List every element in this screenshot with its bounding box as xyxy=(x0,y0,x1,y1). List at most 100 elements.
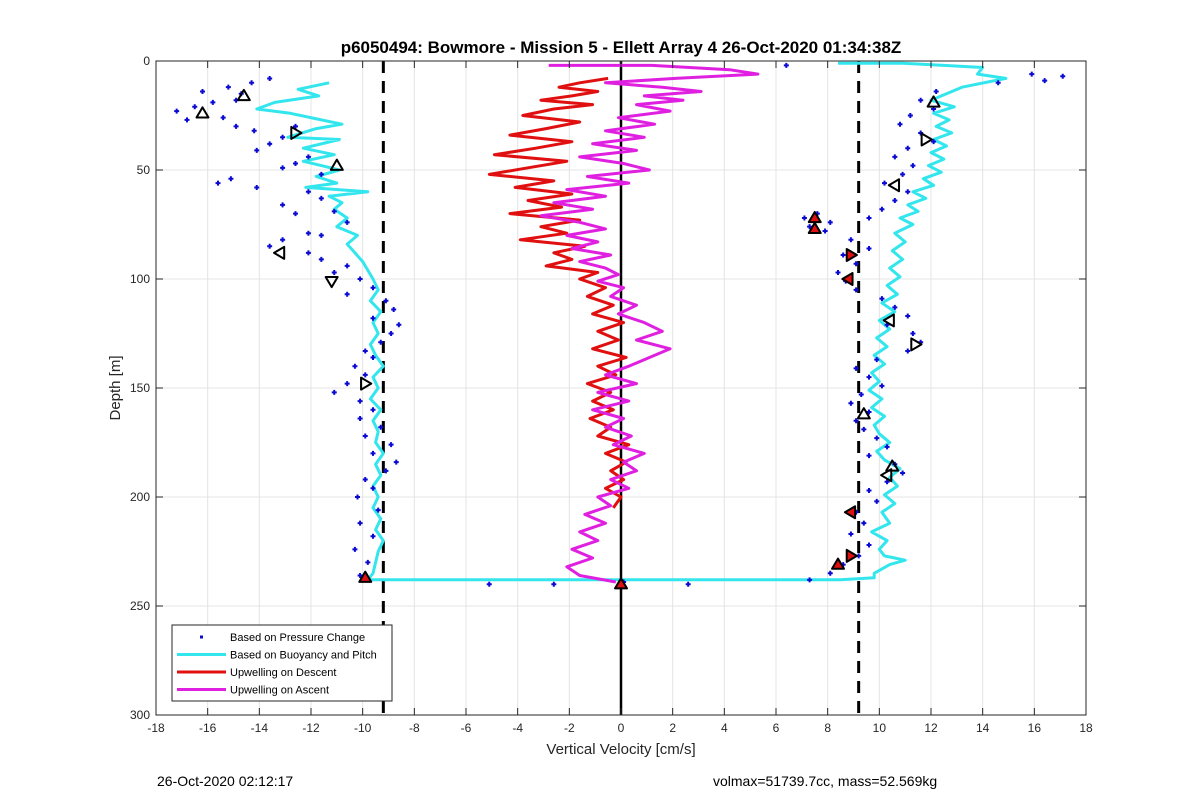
pressure-point xyxy=(200,89,205,95)
pressure-point xyxy=(866,542,872,548)
pressure-point xyxy=(370,285,376,291)
x-tick-label: 10 xyxy=(873,721,887,735)
pressure-point xyxy=(233,123,239,129)
pressure-point xyxy=(174,108,180,114)
marker-layer xyxy=(195,88,941,590)
legend-label: Based on Pressure Change xyxy=(230,632,365,644)
x-tick-label: 0 xyxy=(618,721,625,735)
x-tick-label: -14 xyxy=(251,721,269,735)
pressure-point xyxy=(378,339,384,345)
pressure-point xyxy=(293,123,298,129)
triangle-marker xyxy=(273,245,286,260)
pressure-point xyxy=(318,171,324,177)
pressure-point xyxy=(882,180,887,186)
pressure-point xyxy=(848,400,854,406)
x-tick-label: -18 xyxy=(147,721,165,735)
pressure-point xyxy=(905,348,911,354)
pressure-point xyxy=(685,581,691,587)
pressure-point xyxy=(362,372,368,378)
pressure-point xyxy=(370,533,376,539)
pressure-point xyxy=(215,180,221,186)
pressure-point xyxy=(866,453,872,459)
pressure-point xyxy=(910,163,916,169)
pressure-point xyxy=(884,444,890,450)
pressure-point xyxy=(866,215,872,221)
pressure-point xyxy=(848,237,854,243)
pressure-point xyxy=(853,261,859,267)
pressure-point xyxy=(866,374,872,380)
series-buoyancy-pitch-line xyxy=(255,61,1008,582)
legend: Based on Pressure Change Based on Buoyanc… xyxy=(171,624,393,702)
pressure-point xyxy=(357,520,363,526)
series-upwelling-ascent-line xyxy=(539,63,760,584)
pressure-point xyxy=(378,424,384,430)
triangle-marker xyxy=(614,577,628,590)
pressure-point xyxy=(210,99,216,105)
triangle-marker xyxy=(807,221,822,235)
pressure-point xyxy=(344,263,350,269)
pressure-point xyxy=(931,139,937,145)
pressure-point xyxy=(344,291,350,297)
pressure-point xyxy=(225,84,231,90)
pressure-point xyxy=(783,62,789,68)
pressure-point xyxy=(995,80,1001,86)
pressure-point xyxy=(357,416,363,422)
pressure-point xyxy=(280,237,286,243)
triangle-marker xyxy=(358,570,373,583)
pressure-point xyxy=(396,322,402,328)
footer-volume-mass: volmax=51739.7cc, mass=52.569kg xyxy=(713,773,938,789)
pressure-point xyxy=(861,426,867,432)
pressure-point xyxy=(383,468,389,474)
x-axis-label: Vertical Velocity [cm/s] xyxy=(546,741,695,758)
pressure-point xyxy=(1029,71,1035,77)
pressure-point xyxy=(933,89,939,95)
pressure-point xyxy=(293,160,298,166)
triangle-marker xyxy=(856,407,871,420)
pressure-point xyxy=(280,202,286,208)
x-tick-label: -12 xyxy=(302,721,320,735)
pressure-point xyxy=(305,189,311,195)
y-tick-label: 100 xyxy=(130,272,150,286)
pressure-point xyxy=(362,477,368,483)
pressure-point xyxy=(357,572,363,578)
pressure-point xyxy=(318,232,324,238)
pressure-point xyxy=(344,381,350,387)
y-tick-label: 300 xyxy=(130,708,150,722)
triangle-marker xyxy=(831,557,845,570)
pressure-point xyxy=(267,75,273,81)
pressure-point xyxy=(892,198,898,204)
legend-label: Based on Buoyancy and Pitch xyxy=(230,650,377,662)
pressure-point xyxy=(388,331,394,336)
pressure-point xyxy=(370,485,376,491)
axis-ticks: -18 -16 -14 -12 -10 -8 -6 -4 -2 0 2 4 6 8 10 12 14 16 18 0 5… xyxy=(130,54,1093,735)
pressure-point xyxy=(884,479,890,485)
triangle-marker xyxy=(845,548,858,563)
triangle-marker xyxy=(926,95,941,108)
triangle-marker xyxy=(290,125,303,140)
pressure-point xyxy=(866,487,872,493)
x-tick-label: 8 xyxy=(824,721,831,735)
pressure-point xyxy=(357,276,363,282)
pressure-point xyxy=(344,219,350,225)
x-tick-label: 18 xyxy=(1079,721,1093,735)
pressure-point xyxy=(331,389,337,395)
series-upwelling-descent-line xyxy=(487,76,631,509)
pressure-point xyxy=(251,128,257,134)
triangle-marker xyxy=(887,178,901,193)
x-tick-label: 2 xyxy=(669,721,676,735)
y-axis-label: Depth [m] xyxy=(107,355,124,420)
triangle-marker xyxy=(910,337,923,352)
pressure-point xyxy=(918,97,924,103)
x-tick-label: 4 xyxy=(721,721,728,735)
pressure-point xyxy=(861,520,867,526)
x-tick-label: -2 xyxy=(564,721,575,735)
chart-title: p6050494: Bowmore - Mission 5 - Ellett A… xyxy=(341,38,902,57)
y-tick-label: 250 xyxy=(130,599,150,613)
pressure-point xyxy=(318,256,324,262)
x-tick-label: -6 xyxy=(461,721,472,735)
triangle-marker xyxy=(843,505,857,520)
pressure-point xyxy=(331,269,337,275)
pressure-point xyxy=(305,250,311,256)
pressure-point xyxy=(879,296,885,302)
triangle-marker xyxy=(324,275,339,289)
